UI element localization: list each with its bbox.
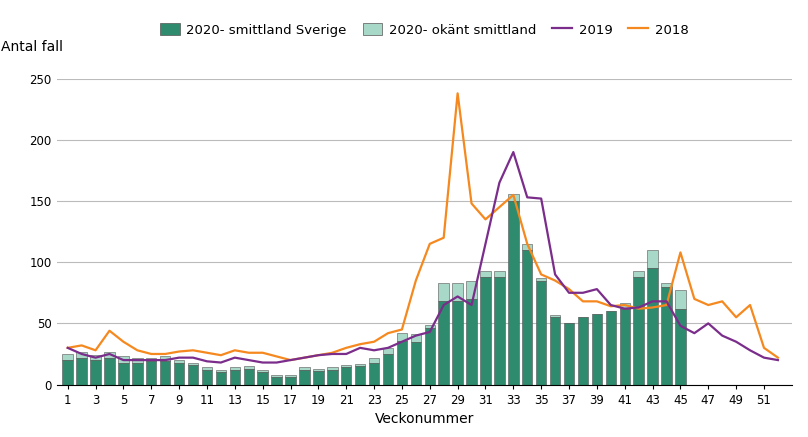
Bar (494, 277, 505, 385)
Bar (90, 355, 101, 360)
Bar (410, 334, 421, 342)
Bar (550, 315, 560, 317)
Bar (341, 368, 351, 385)
Bar (132, 357, 142, 363)
Legend: 2020- smittland Sverige, 2020- okänt smittland, 2019, 2018: 2020- smittland Sverige, 2020- okänt smi… (155, 18, 693, 42)
Text: Antal fall: Antal fall (2, 40, 63, 54)
Bar (341, 365, 351, 368)
Bar (661, 283, 671, 287)
Bar (62, 354, 73, 360)
Bar (299, 368, 309, 370)
Bar (229, 368, 240, 370)
Bar (536, 281, 546, 385)
Bar (439, 302, 449, 385)
Bar (466, 281, 477, 299)
Bar (466, 299, 477, 385)
Bar (355, 364, 365, 366)
Bar (77, 357, 86, 385)
Bar (90, 360, 101, 385)
Bar (494, 271, 505, 277)
Bar (480, 271, 490, 277)
Bar (258, 370, 268, 372)
Bar (216, 370, 226, 372)
Bar (355, 366, 365, 385)
Bar (174, 363, 184, 385)
Bar (216, 372, 226, 385)
Bar (410, 342, 421, 385)
X-axis label: Veckonummer: Veckonummer (375, 412, 473, 426)
Bar (605, 311, 616, 385)
Bar (285, 377, 296, 385)
Bar (299, 370, 309, 385)
Bar (424, 328, 435, 385)
Bar (620, 309, 630, 385)
Bar (397, 340, 407, 385)
Bar (146, 357, 157, 361)
Bar (383, 348, 393, 354)
Bar (439, 283, 449, 302)
Bar (187, 363, 198, 365)
Bar (132, 363, 142, 385)
Bar (77, 351, 86, 357)
Bar (104, 357, 115, 385)
Bar (160, 361, 170, 385)
Bar (508, 194, 519, 201)
Bar (146, 361, 157, 385)
Bar (104, 351, 115, 357)
Bar (271, 377, 282, 385)
Bar (480, 277, 490, 385)
Bar (397, 333, 407, 340)
Bar (243, 366, 254, 369)
Bar (522, 244, 532, 250)
Bar (314, 371, 323, 385)
Bar (675, 309, 686, 385)
Bar (368, 363, 379, 385)
Bar (633, 277, 644, 385)
Bar (633, 271, 644, 277)
Bar (118, 363, 128, 385)
Bar (620, 302, 630, 309)
Bar (285, 375, 296, 377)
Bar (675, 290, 686, 309)
Bar (452, 302, 463, 385)
Bar (661, 287, 671, 385)
Bar (591, 314, 602, 385)
Bar (578, 317, 588, 385)
Bar (271, 375, 282, 377)
Bar (118, 357, 128, 363)
Bar (647, 268, 658, 385)
Bar (62, 360, 73, 385)
Bar (550, 317, 560, 385)
Bar (243, 369, 254, 385)
Bar (522, 250, 532, 385)
Bar (202, 368, 213, 370)
Bar (564, 323, 574, 385)
Bar (327, 370, 338, 385)
Bar (424, 325, 435, 328)
Bar (258, 372, 268, 385)
Bar (202, 370, 213, 385)
Bar (368, 357, 379, 363)
Bar (452, 283, 463, 302)
Bar (327, 368, 338, 370)
Bar (229, 370, 240, 385)
Bar (314, 369, 323, 371)
Bar (508, 201, 519, 385)
Bar (383, 354, 393, 385)
Bar (647, 250, 658, 268)
Bar (187, 365, 198, 385)
Bar (174, 360, 184, 363)
Bar (160, 357, 170, 361)
Bar (536, 278, 546, 281)
